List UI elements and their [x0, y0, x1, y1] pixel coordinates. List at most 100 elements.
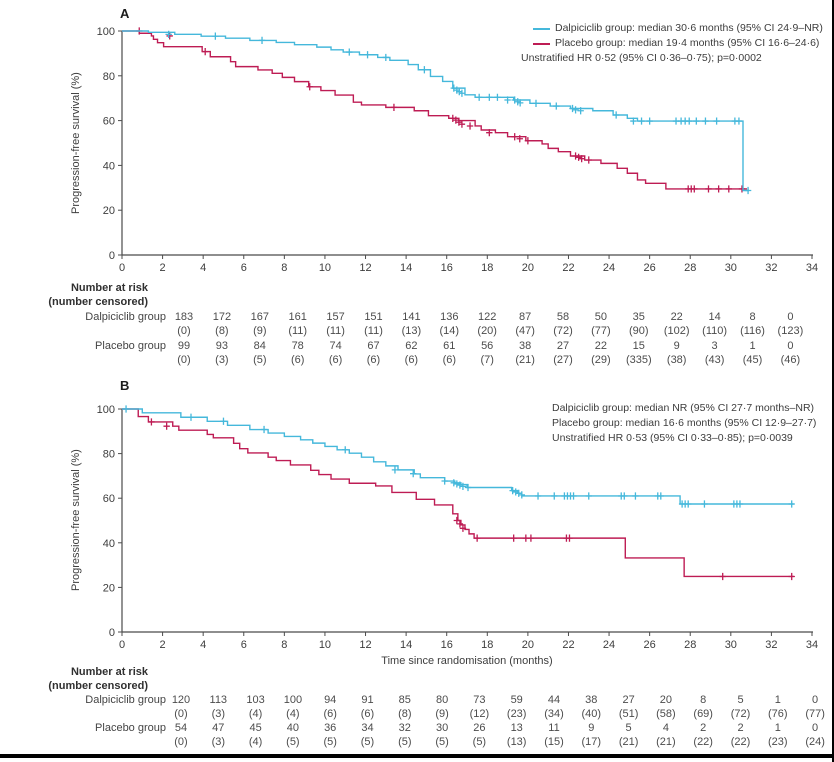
censor-mark-dalpiciclib	[638, 117, 645, 125]
censor-mark-dalpiciclib	[464, 483, 472, 492]
risk-censored-value: (72)	[553, 325, 573, 337]
x-tick-label: 8	[281, 639, 287, 651]
censor-mark-dalpiciclib	[364, 51, 371, 59]
km-plot-a: 0 2 4 6 8 10 12 14 16 18 20 22 24 26 28 30 32 34020406080…	[97, 26, 818, 274]
risk-at-risk-value: 9	[588, 722, 595, 734]
km-curve-placebo	[122, 30, 748, 190]
legend-item: Dalpiciclib group: median NR (95% CI 27·…	[552, 401, 816, 416]
km-curve-dalpiciclib	[122, 30, 750, 192]
risk-censored-value: (0)	[174, 708, 188, 720]
censor-mark-dalpiciclib	[686, 117, 693, 125]
x-tick-label: 0	[119, 639, 125, 651]
censor-mark-placebo	[449, 114, 456, 122]
risk-at-risk-value: 38	[518, 340, 532, 352]
risk-at-risk-value: 0	[812, 722, 819, 734]
risk-censored-value: (4)	[286, 708, 300, 720]
legend-item: Placebo group: median 19·4 months (95% C…	[521, 36, 823, 51]
censor-mark-dalpiciclib	[630, 117, 637, 125]
censor-mark-placebo	[148, 418, 155, 426]
risk-censored-value: (38)	[666, 354, 687, 366]
risk-at-risk-value: 5	[737, 694, 744, 706]
risk-censored-value: (4)	[248, 736, 263, 748]
risk-censored-value: (5)	[435, 736, 449, 748]
risk-at-risk-value: 0	[812, 694, 819, 706]
risk-at-risk-value: 113	[209, 694, 228, 706]
risk-censored-value: (123)	[777, 325, 804, 337]
censor-mark-dalpiciclib	[569, 104, 576, 113]
censor-mark-dalpiciclib	[410, 470, 417, 478]
legend-b: Dalpiciclib group: median NR (95% CI 27·…	[552, 401, 816, 446]
risk-censored-value: (0)	[177, 354, 191, 366]
risk-censored-value: (12)	[469, 708, 490, 720]
risk-censored-value: (15)	[544, 736, 564, 748]
risk-censored-value: (58)	[656, 708, 676, 720]
risk-at-risk-value: 27	[556, 340, 570, 352]
x-tick-label: 24	[603, 262, 615, 274]
risk-censored-value: (5)	[323, 736, 337, 748]
risk-censored-value: (43)	[704, 354, 725, 366]
x-tick-label: 32	[765, 262, 777, 274]
risk-at-risk-value: 91	[361, 694, 374, 706]
censor-mark-placebo	[510, 534, 517, 542]
risk-censored-value: (11)	[326, 325, 345, 337]
risk-row-label: Placebo group	[95, 340, 166, 352]
risk-censored-value: (21)	[656, 736, 676, 748]
risk-at-risk-value: 22	[670, 311, 683, 323]
risk-censored-value: (29)	[591, 354, 611, 366]
x-tick-label: 6	[241, 639, 247, 651]
risk-censored-value: (6)	[404, 354, 419, 366]
risk-censored-value: (6)	[290, 354, 305, 366]
risk-at-risk-value: 87	[518, 311, 532, 323]
risk-at-risk-value: 32	[398, 722, 411, 734]
risk-censored-value: (9)	[253, 325, 267, 337]
censor-mark-placebo	[578, 155, 585, 163]
risk-censored-value: (24)	[805, 736, 825, 748]
risk-at-risk-value: 22	[594, 340, 608, 352]
x-tick-label: 8	[281, 262, 287, 274]
panel-a-label: A	[120, 6, 130, 21]
legend-text-dalpiciclib: Dalpiciclib group: median NR (95% CI 27·…	[552, 402, 815, 414]
censor-mark-dalpiciclib	[612, 111, 620, 119]
censor-mark-dalpiciclib	[657, 492, 665, 500]
x-tick-label: 20	[522, 262, 534, 274]
legend-item: Placebo group: median 16·6 months (95% C…	[552, 416, 816, 431]
censor-mark-placebo	[473, 534, 481, 542]
x-tick-label: 6	[241, 262, 247, 274]
censor-mark-dalpiciclib	[260, 425, 268, 434]
y-tick-label: 20	[103, 205, 115, 217]
y-tick-label: 80	[103, 71, 115, 83]
risk-censored-value: (5)	[253, 354, 267, 366]
x-tick-label: 12	[359, 262, 371, 274]
risk-at-risk-value: 103	[246, 694, 265, 706]
risk-censored-value: (77)	[805, 708, 825, 720]
risk-row-label: Placebo group	[95, 722, 166, 734]
censor-mark-dalpiciclib	[346, 48, 353, 56]
risk-censored-value: (14)	[439, 325, 460, 337]
risk-at-risk-value: 73	[473, 694, 486, 706]
x-tick-label: 30	[725, 262, 737, 274]
risk-censored-value: (13)	[401, 325, 422, 337]
risk-at-risk-value: 47	[212, 722, 225, 734]
right-border	[832, 0, 834, 762]
risk-row-label: Dalpiciclib group	[85, 311, 166, 323]
risk-censored-value: (47)	[515, 325, 535, 337]
x-tick-label: 28	[684, 639, 696, 651]
risk-at-risk-value: 2	[700, 722, 707, 734]
x-tick-label: 4	[200, 639, 206, 651]
x-tick-label: 28	[684, 262, 696, 274]
legend-hr-note: Unstratified HR 0·52 (95% CI 0·36–0·75);…	[521, 52, 762, 64]
censor-mark-placebo	[459, 524, 467, 532]
risk-at-risk-value: 122	[478, 311, 497, 323]
risk-at-risk-value: 74	[329, 340, 342, 352]
risk-censored-value: (5)	[472, 736, 487, 748]
risk-at-risk-value: 35	[632, 311, 645, 323]
risk-row-label: Dalpiciclib group	[85, 694, 166, 706]
risk-censored-value: (11)	[288, 325, 308, 337]
risk-censored-value: (72)	[730, 708, 751, 720]
legend-hr-note: Unstratified HR 0·53 (95% CI 0·33–0·85);…	[552, 432, 793, 444]
risk-at-risk-value: 38	[585, 694, 598, 706]
x-tick-label: 26	[644, 639, 656, 651]
censor-mark-dalpiciclib	[459, 482, 467, 490]
y-tick-label: 0	[109, 250, 115, 262]
legend-item: Dalpiciclib group: median 30·6 months (9…	[521, 21, 823, 36]
